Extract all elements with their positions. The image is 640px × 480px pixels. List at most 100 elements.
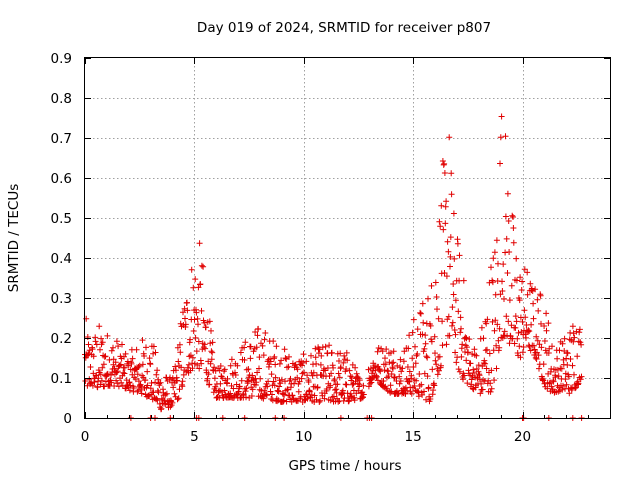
data-point xyxy=(89,346,96,353)
data-point xyxy=(450,210,457,217)
data-point xyxy=(570,338,577,345)
data-point xyxy=(491,377,498,384)
data-point xyxy=(452,331,459,338)
data-point xyxy=(278,376,285,383)
data-point xyxy=(121,364,128,371)
data-point xyxy=(230,385,237,392)
data-point xyxy=(170,384,177,391)
data-point xyxy=(274,387,281,394)
y-axis-label: SRMTID / TECUs xyxy=(6,184,22,292)
data-point xyxy=(369,367,376,374)
data-point xyxy=(493,342,500,349)
data-point xyxy=(173,367,179,374)
data-point xyxy=(452,349,459,356)
data-point xyxy=(312,354,319,361)
data-point xyxy=(564,362,571,368)
data-point xyxy=(282,355,289,362)
data-point xyxy=(424,354,431,361)
data-point xyxy=(337,364,344,371)
data-point xyxy=(150,343,157,350)
data-point xyxy=(287,375,294,382)
data-point xyxy=(249,372,256,379)
data-point xyxy=(193,309,200,316)
data-point xyxy=(358,395,365,402)
data-point xyxy=(412,343,418,350)
data-point xyxy=(102,353,109,360)
data-point xyxy=(399,365,406,372)
data-point xyxy=(445,248,452,255)
data-point xyxy=(121,370,128,377)
data-point xyxy=(346,367,353,374)
data-point xyxy=(444,238,451,245)
data-point xyxy=(470,366,477,373)
data-point xyxy=(360,382,367,389)
data-point xyxy=(198,262,205,269)
data-point xyxy=(516,297,523,304)
data-point xyxy=(248,393,255,399)
data-point xyxy=(192,276,199,283)
data-point xyxy=(410,364,417,370)
data-point xyxy=(475,362,482,369)
data-point xyxy=(252,329,259,335)
data-point xyxy=(497,134,504,141)
data-point xyxy=(417,310,424,317)
data-point xyxy=(202,324,209,331)
data-point xyxy=(501,296,507,302)
data-point xyxy=(576,329,583,336)
data-point xyxy=(249,386,256,393)
data-point xyxy=(269,391,275,398)
data-point xyxy=(87,364,94,370)
data-point xyxy=(559,386,566,393)
data-point xyxy=(569,323,576,330)
data-point xyxy=(439,158,446,164)
data-point xyxy=(281,391,288,398)
data-point xyxy=(333,389,340,396)
data-point xyxy=(481,357,488,364)
data-point xyxy=(423,396,429,403)
data-point xyxy=(343,366,350,372)
data-point xyxy=(152,396,159,403)
data-point xyxy=(546,345,553,352)
data-point xyxy=(431,382,438,389)
data-point xyxy=(178,364,185,371)
data-point xyxy=(211,375,218,382)
data-point xyxy=(499,278,505,285)
data-point xyxy=(478,324,485,331)
data-point xyxy=(512,324,519,331)
data-point xyxy=(502,133,509,140)
data-point xyxy=(457,314,464,321)
data-point xyxy=(491,249,498,256)
data-point xyxy=(460,376,466,383)
data-point xyxy=(139,361,146,368)
data-point xyxy=(119,341,125,348)
data-point xyxy=(316,399,323,405)
data-point xyxy=(186,353,193,360)
data-point xyxy=(417,309,424,316)
data-point xyxy=(98,335,105,342)
data-point xyxy=(216,367,223,374)
x-tick-label: 10 xyxy=(295,429,312,445)
data-point xyxy=(437,223,444,230)
data-point xyxy=(209,339,216,346)
data-point xyxy=(498,113,505,120)
data-point xyxy=(506,249,513,255)
data-point xyxy=(234,362,241,369)
y-tick-labels: 0 0.1 0.2 0.3 0.4 0.5 0.6 0.7 0.8 0.9 xyxy=(51,51,72,427)
data-point xyxy=(423,353,430,360)
data-point xyxy=(567,356,574,362)
data-point xyxy=(478,380,485,387)
data-point xyxy=(106,356,113,363)
data-point xyxy=(465,349,472,356)
data-point xyxy=(110,344,116,351)
data-point xyxy=(245,378,251,385)
data-point xyxy=(578,373,585,380)
data-point xyxy=(113,377,120,384)
data-point xyxy=(406,378,413,385)
data-point xyxy=(506,340,513,347)
data-point xyxy=(147,361,154,368)
data-point xyxy=(286,353,292,360)
data-point xyxy=(188,266,195,273)
data-point xyxy=(247,355,254,362)
data-point xyxy=(511,340,518,347)
data-point xyxy=(493,237,500,244)
